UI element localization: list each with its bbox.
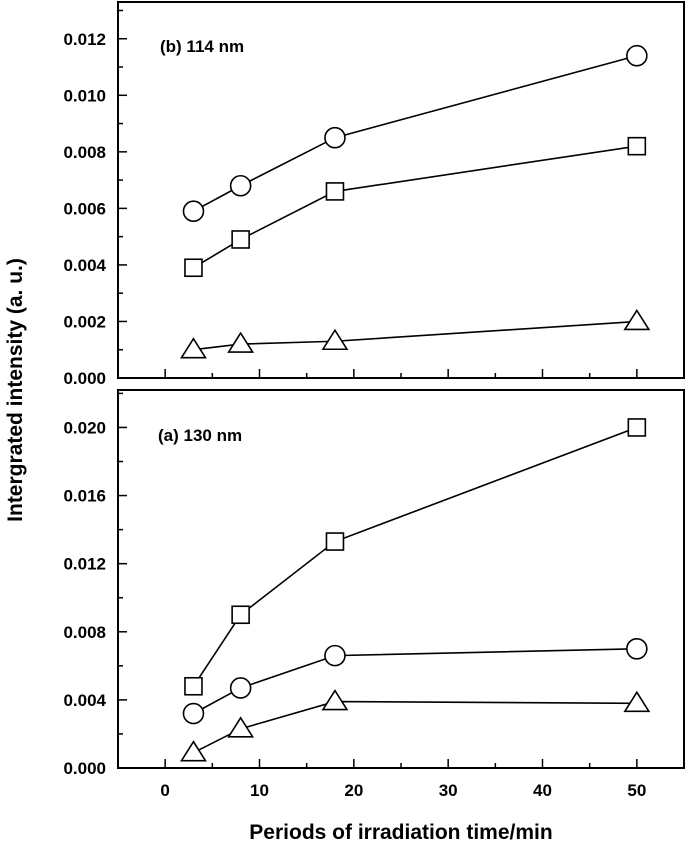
panel-a-ytick-label: 0.012: [63, 555, 106, 574]
panel-b-circle-series-line: [193, 54, 638, 212]
panel-a-square-point: [184, 676, 203, 696]
panel-a-triangle-series-line: [193, 700, 637, 754]
panel-a-circle-point: [626, 638, 648, 660]
panel-b-triangle-point: [623, 308, 651, 331]
panel-b-ytick-label: 0.006: [63, 199, 106, 218]
panel-a-circle-series-line: [193, 648, 637, 715]
panel-b-square-point: [231, 230, 250, 249]
panel-b-ytick-label: 0.008: [63, 143, 106, 162]
panel-a-square-point: [325, 532, 345, 551]
x-tick-label: 40: [533, 781, 552, 800]
panel-a-square-series-line: [192, 426, 638, 687]
panel-a-square-point: [231, 605, 250, 625]
x-tick-label: 0: [160, 781, 169, 800]
x-axis-title: Periods of irradiation time/min: [249, 821, 552, 844]
panel-a-triangle-point: [321, 689, 349, 711]
panel-b-circle-point: [229, 174, 252, 197]
panel-b-114nm: 0.000 0.002 0.004 0.006 0.008 0.010 0.012 (b) 1…: [63, 1, 685, 388]
panel-b-ytick-label: 0.010: [63, 86, 106, 105]
panel-a-triangle-point: [623, 690, 651, 713]
panel-a-triangle-point: [227, 716, 255, 738]
panel-a-ytick-label: 0.008: [63, 623, 106, 642]
panel-a-130nm: 0.000 0.004 0.008 0.012 0.016 0.020 (a) 130 nm: [63, 389, 685, 778]
panel-a-circle-point: [229, 677, 252, 699]
panel-b-frame: [117, 1, 685, 379]
panel-b-ytick-label: 0.004: [63, 256, 106, 275]
panel-b-ytick-label: 0.002: [63, 312, 106, 331]
panel-a-circle-point: [182, 702, 205, 725]
panel-a-triangle-point: [180, 740, 207, 762]
panel-b-square-point: [325, 182, 345, 201]
panel-b-circle-point: [182, 200, 205, 223]
panel-b-label: (b) 114 nm: [160, 37, 244, 56]
x-tick-label: 50: [627, 781, 646, 800]
panel-b-square-point: [627, 136, 647, 156]
panel-a-ytick-label: 0.004: [63, 691, 106, 710]
panel-b-circle-point: [626, 44, 648, 67]
panel-b-ytick-label: 0.000: [63, 369, 106, 388]
panel-b-circle-point: [324, 126, 346, 149]
x-axis: 0 10 20 30 40 50: [160, 781, 646, 800]
panel-b-triangle-point: [180, 337, 207, 359]
y-axis-title: Intergrated intensity (a. u.): [4, 258, 27, 522]
panel-b-triangle-point: [321, 328, 349, 351]
panel-b-triangle-series-line: [193, 320, 637, 351]
panel-a-label: (a) 130 nm: [158, 426, 242, 445]
panel-a-ytick-label: 0.020: [63, 418, 106, 437]
panel-b-square-series-line: [193, 145, 637, 269]
x-tick-label: 20: [344, 781, 363, 800]
panel-b-square-point: [184, 258, 203, 278]
panel-a-square-point: [627, 418, 647, 437]
panel-b-triangle-point: [227, 331, 255, 353]
panel-a-circle-point: [324, 644, 346, 667]
panel-a-ytick-label: 0.000: [63, 759, 106, 778]
panel-b-ytick-label: 0.012: [63, 30, 106, 49]
x-tick-label: 10: [250, 781, 269, 800]
panel-a-ytick-label: 0.016: [63, 487, 106, 506]
x-tick-label: 30: [439, 781, 458, 800]
